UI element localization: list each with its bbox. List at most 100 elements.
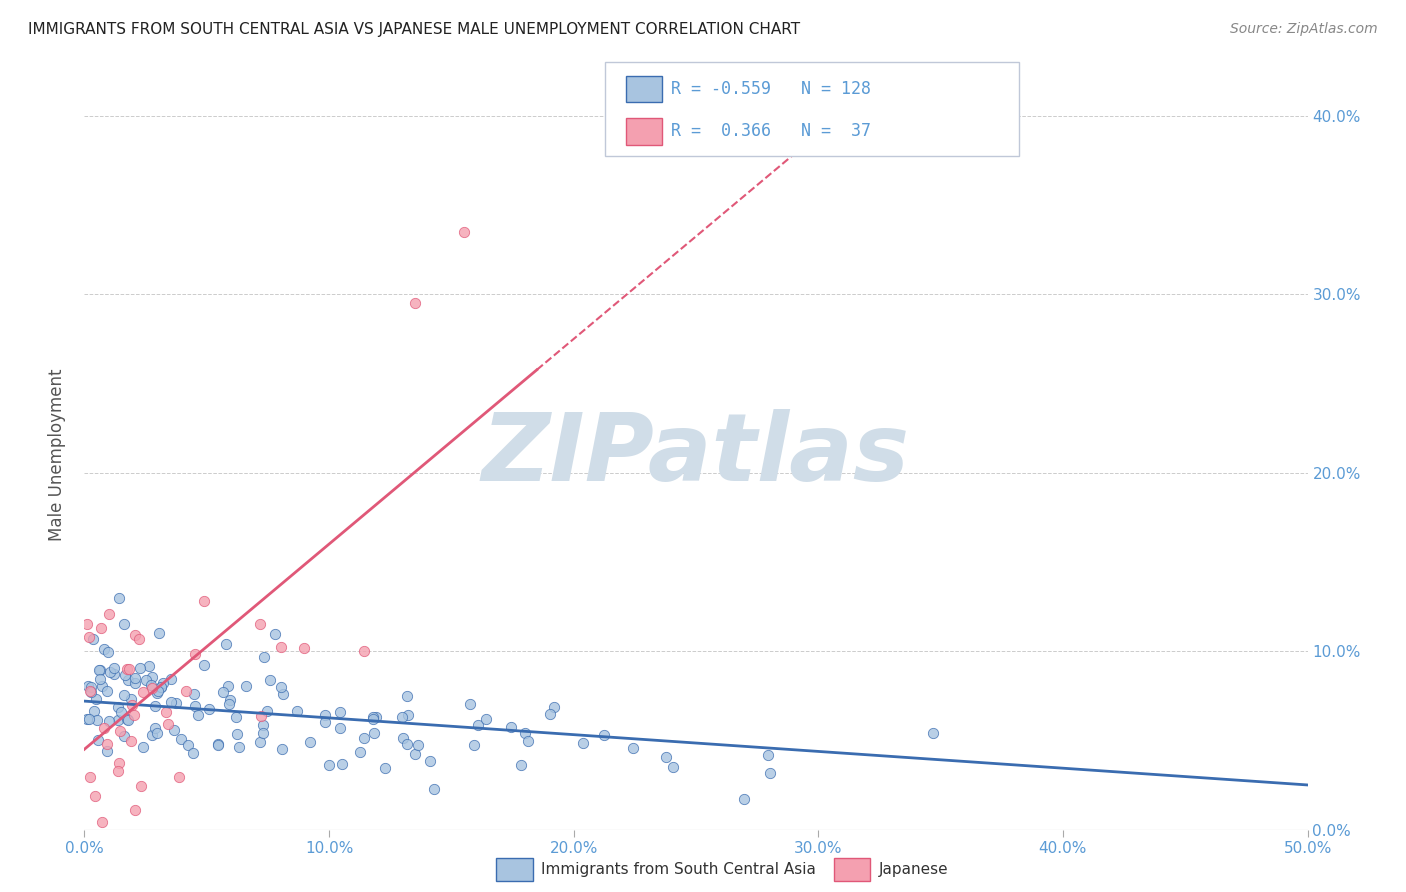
Point bbox=[475, 712, 498, 726]
Point bbox=[121, 698, 143, 712]
Point bbox=[249, 735, 271, 749]
Point bbox=[76, 712, 98, 726]
Point bbox=[129, 779, 152, 793]
Point bbox=[141, 728, 163, 742]
Point bbox=[128, 632, 150, 647]
Point bbox=[294, 640, 316, 655]
Point bbox=[89, 673, 111, 687]
Point bbox=[79, 684, 101, 698]
Point bbox=[453, 225, 475, 239]
Point bbox=[170, 731, 193, 746]
Point bbox=[198, 702, 221, 716]
Point bbox=[80, 680, 103, 694]
Point bbox=[114, 668, 136, 682]
Point bbox=[756, 747, 779, 762]
Point bbox=[122, 707, 145, 722]
Point bbox=[159, 672, 181, 686]
Point bbox=[160, 695, 183, 709]
Point bbox=[193, 593, 215, 607]
Point bbox=[96, 743, 118, 757]
Point bbox=[141, 678, 163, 692]
Point bbox=[349, 745, 371, 759]
Point bbox=[270, 640, 292, 655]
Point bbox=[538, 706, 561, 721]
Point bbox=[107, 699, 129, 714]
Text: ZIPatlas: ZIPatlas bbox=[482, 409, 910, 501]
Point bbox=[363, 726, 385, 740]
Point bbox=[117, 673, 139, 688]
Point bbox=[86, 713, 108, 727]
Point bbox=[79, 713, 101, 727]
Point bbox=[215, 637, 238, 651]
Point bbox=[458, 698, 481, 712]
Point bbox=[129, 661, 152, 675]
Point bbox=[329, 722, 352, 736]
Point bbox=[662, 759, 685, 773]
Point bbox=[235, 679, 257, 693]
Point bbox=[146, 686, 169, 700]
Point bbox=[921, 726, 943, 740]
Point bbox=[516, 733, 538, 747]
Point bbox=[79, 684, 101, 698]
Point bbox=[86, 733, 108, 747]
Point bbox=[163, 723, 186, 737]
Point bbox=[314, 715, 336, 730]
Point bbox=[110, 705, 132, 719]
Point bbox=[135, 673, 157, 688]
Point bbox=[107, 591, 129, 605]
Text: IMMIGRANTS FROM SOUTH CENTRAL ASIA VS JAPANESE MALE UNEMPLOYMENT CORRELATION CHA: IMMIGRANTS FROM SOUTH CENTRAL ASIA VS JA… bbox=[28, 22, 800, 37]
Point bbox=[184, 647, 207, 661]
Point bbox=[98, 607, 121, 621]
Point bbox=[97, 645, 120, 659]
Point bbox=[259, 673, 281, 687]
Point bbox=[361, 712, 384, 726]
Point bbox=[621, 740, 644, 755]
Point bbox=[404, 747, 426, 762]
Point bbox=[124, 671, 146, 685]
Point bbox=[183, 746, 205, 760]
Point bbox=[184, 699, 207, 714]
Point bbox=[76, 616, 98, 631]
Point bbox=[733, 792, 755, 806]
Point bbox=[225, 710, 247, 724]
Point bbox=[98, 665, 121, 679]
Point bbox=[148, 683, 170, 698]
Point bbox=[77, 679, 100, 693]
Point bbox=[423, 782, 446, 797]
Point bbox=[314, 707, 336, 722]
Point bbox=[141, 670, 163, 684]
Point bbox=[90, 621, 112, 635]
Point bbox=[218, 697, 240, 711]
Point bbox=[143, 699, 166, 714]
Point bbox=[132, 685, 155, 699]
Point bbox=[79, 770, 101, 784]
Point bbox=[513, 725, 536, 739]
Text: Japanese: Japanese bbox=[879, 863, 949, 877]
Point bbox=[298, 734, 321, 748]
Point bbox=[361, 710, 384, 724]
Point bbox=[330, 756, 353, 771]
Point bbox=[145, 721, 167, 735]
Point bbox=[228, 739, 250, 754]
Point bbox=[83, 789, 105, 804]
Point bbox=[467, 718, 489, 732]
Point bbox=[124, 676, 146, 690]
Point bbox=[96, 683, 118, 698]
Point bbox=[285, 705, 308, 719]
Point bbox=[93, 642, 115, 657]
Point bbox=[501, 720, 523, 734]
Point bbox=[150, 680, 173, 694]
Text: R = -0.559   N = 128: R = -0.559 N = 128 bbox=[671, 80, 870, 98]
Point bbox=[271, 687, 294, 701]
Point bbox=[391, 709, 413, 723]
Point bbox=[124, 803, 146, 817]
Point bbox=[98, 714, 121, 728]
Point bbox=[396, 708, 419, 723]
Point bbox=[91, 679, 114, 693]
Point bbox=[264, 627, 287, 641]
Point bbox=[132, 739, 155, 754]
Point bbox=[543, 700, 565, 714]
Point bbox=[463, 738, 485, 752]
Point bbox=[107, 764, 129, 779]
Point bbox=[146, 725, 169, 739]
